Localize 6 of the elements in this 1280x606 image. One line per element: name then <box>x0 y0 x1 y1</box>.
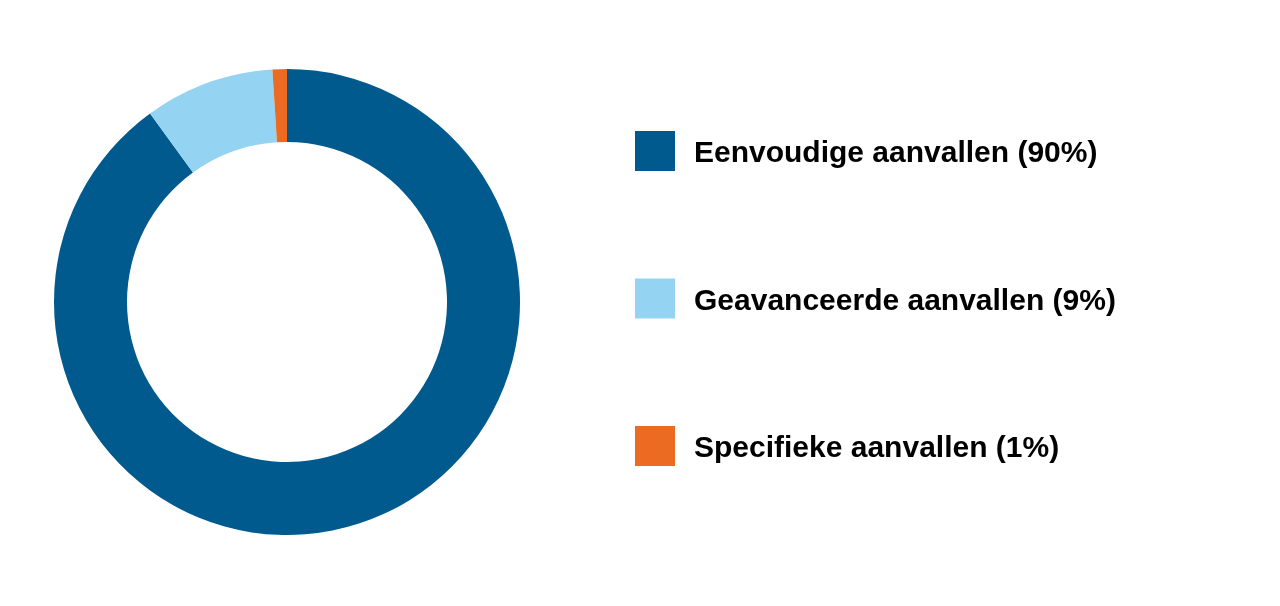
donut-slice <box>272 69 287 143</box>
legend-label: Geavanceerde aanvallen (9%) <box>694 282 1116 316</box>
donut-slice <box>150 69 277 173</box>
legend-label: Eenvoudige aanvallen (90%) <box>694 135 1098 168</box>
legend-label: Specifieke aanvallen (1%) <box>694 430 1060 463</box>
donut-slice <box>54 69 520 535</box>
